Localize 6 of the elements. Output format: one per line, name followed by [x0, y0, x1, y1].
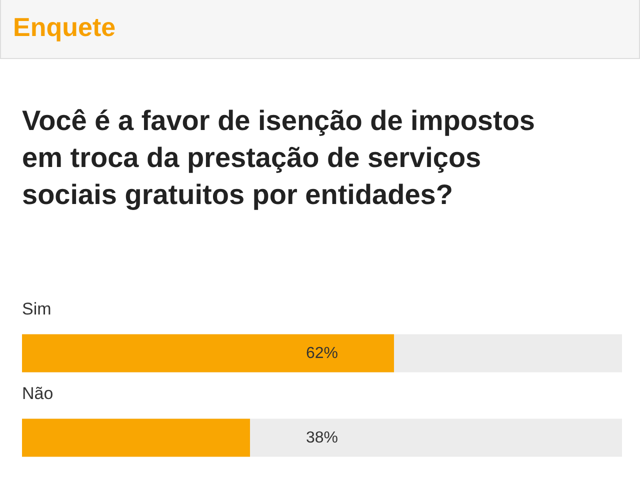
y-tick-label: Sim	[22, 299, 52, 318]
data-label: 62%	[306, 344, 338, 362]
chart-title: Enquete	[13, 12, 116, 43]
y-tick-label: Não	[22, 384, 54, 403]
chart-subtitle: Você é a favor de isenção de impostos em troca da prestação de serviços sociais gratuitos por entidades?	[22, 104, 536, 212]
data-label: 38%	[306, 429, 338, 446]
